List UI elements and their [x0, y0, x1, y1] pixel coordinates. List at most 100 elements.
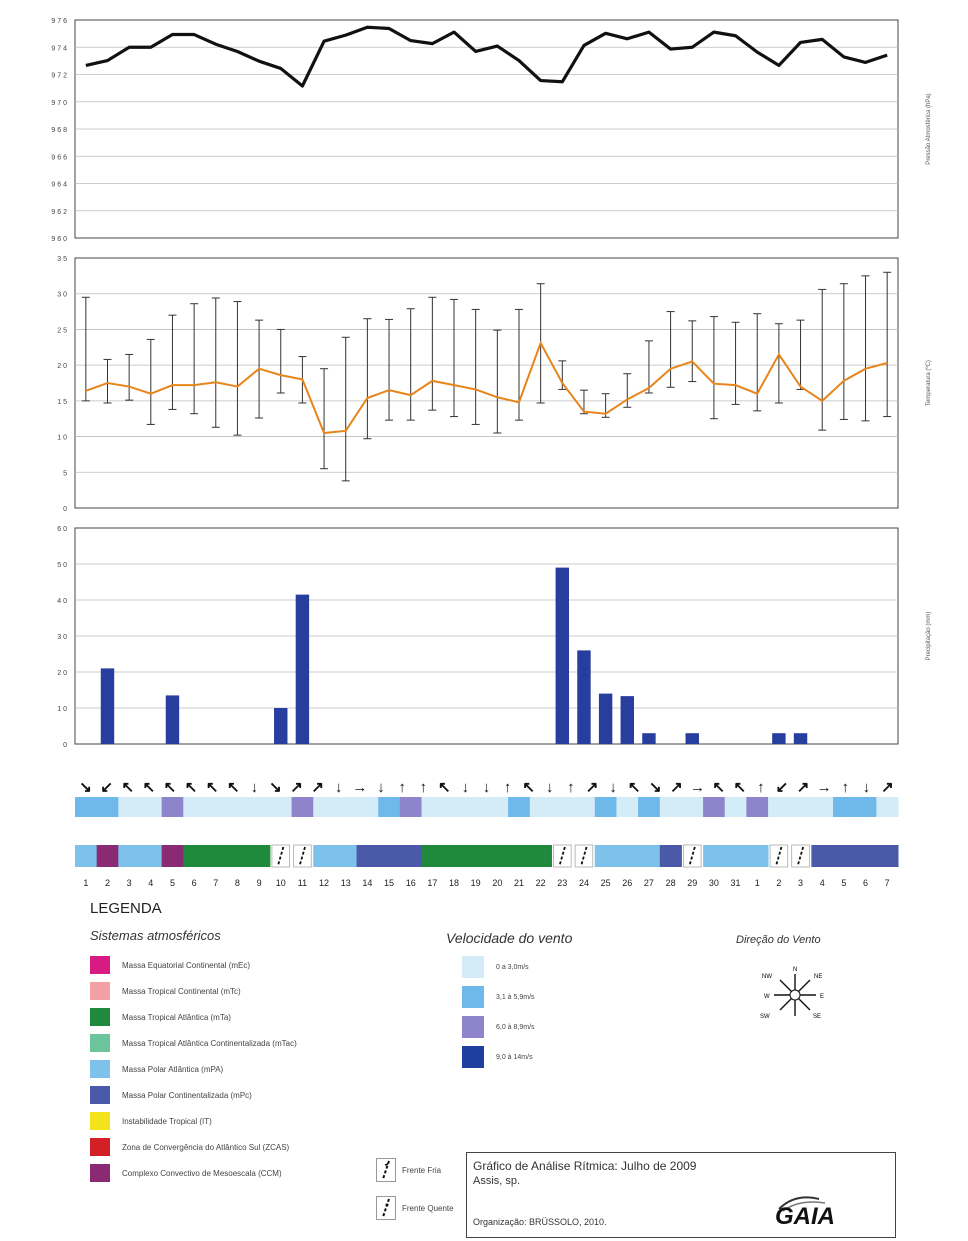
- system-cell: [464, 845, 487, 867]
- system-legend-item: Massa Tropical Atlântica Continentalizad…: [90, 1034, 297, 1052]
- wind-speed-cell: [854, 797, 877, 817]
- day-label: 25: [601, 878, 611, 888]
- wind-speed-label: 3,1 à 5,9m/s: [496, 993, 535, 1001]
- wind-speed-cell: [616, 797, 639, 817]
- system-cell: [746, 845, 769, 867]
- day-label: 31: [731, 878, 741, 888]
- info-box: Gráfico de Análise Rítmica: Julho de 200…: [466, 1152, 896, 1238]
- wind-speed-cell: [399, 797, 423, 817]
- cold-front-icon: [797, 846, 805, 866]
- systems-row: [75, 844, 899, 868]
- wind-speed-cell: [118, 797, 141, 817]
- system-cell: [616, 845, 639, 867]
- cold-front-legend: Frente Fria: [376, 1158, 441, 1182]
- wind-speed-cell: [291, 797, 314, 817]
- rhythmic-analysis-chart: 9 7 69 7 49 7 29 7 09 6 89 6 69 6 49 6 2…: [51, 18, 932, 888]
- day-label: 24: [579, 878, 589, 888]
- system-label: Massa Tropical Atlântica Continentalizad…: [122, 1038, 297, 1048]
- precipitation-tick-label: 3 0: [57, 634, 67, 641]
- wind-speed-cell: [594, 797, 617, 817]
- cold-front-icon: [376, 1158, 396, 1182]
- day-label: 6: [863, 878, 868, 888]
- wind-direction-arrow: ↙: [100, 779, 113, 796]
- system-swatch: [90, 982, 110, 1000]
- wind-speed-cell: [529, 797, 552, 817]
- system-legend-item: Massa Polar Continentalizada (mPc): [90, 1086, 297, 1104]
- day-label: 4: [820, 878, 825, 888]
- day-label: 5: [841, 878, 846, 888]
- wind-direction-arrow: ↓: [546, 779, 554, 796]
- wind-speed-label: 9,0 à 14m/s: [496, 1053, 533, 1061]
- wind-speed-cell: [746, 797, 769, 817]
- precipitation-bar: [577, 650, 591, 744]
- day-label: 26: [622, 878, 632, 888]
- system-label: Zona de Convergência do Atlântico Sul (Z…: [122, 1142, 290, 1152]
- system-cell: [811, 845, 834, 867]
- front-cell: [293, 844, 312, 868]
- cold-front-icon: [277, 846, 285, 866]
- compass-sw-label: SW: [760, 1014, 770, 1020]
- wind-speed-cell: [443, 797, 466, 817]
- compass-e-label: E: [820, 994, 824, 1000]
- wind-speed-cell: [334, 797, 358, 817]
- pressure-line: [85, 25, 888, 88]
- precipitation-bar: [642, 733, 656, 744]
- wind-speed-cell: [161, 797, 184, 817]
- wind-speed-cell: [421, 797, 444, 817]
- precipitation-bar: [685, 733, 699, 744]
- wind-speed-swatch: [462, 1016, 484, 1038]
- gaia-logo-text: GAIA: [775, 1203, 835, 1230]
- system-cell: [161, 845, 184, 867]
- pressure-tick-label: 9 6 8: [51, 127, 67, 134]
- pressure-tick-label: 9 6 2: [51, 209, 67, 216]
- wind-speed-cell: [703, 797, 726, 817]
- wind-direction-arrow: →: [352, 779, 367, 796]
- system-swatch: [90, 1112, 110, 1130]
- wind-direction-arrow: ↗: [881, 779, 894, 796]
- day-label: 11: [298, 878, 307, 888]
- wind-speed-legend-item: 6,0 à 8,9m/s: [462, 1016, 535, 1038]
- wind-direction-arrow: ↘: [79, 779, 92, 796]
- system-label: Massa Polar Continentalizada (mPc): [122, 1090, 252, 1100]
- precipitation-bar: [295, 594, 310, 744]
- wind-direction-arrow: ↑: [567, 779, 575, 796]
- system-cell: [659, 845, 682, 867]
- precipitation-bar: [555, 567, 570, 744]
- systems-legend-title: Sistemas atmosféricos: [90, 928, 221, 943]
- precipitation-tick-label: 5 0: [57, 562, 67, 569]
- pressure-tick-label: 9 6 0: [51, 236, 67, 243]
- day-label: 7: [885, 878, 890, 888]
- precipitation-bar: [100, 668, 115, 744]
- temperature-tick-label: 2 0: [57, 363, 67, 370]
- info-organization: Organização: BRÜSSOLO, 2010.: [473, 1217, 607, 1227]
- wind-speed-cell: [96, 797, 119, 817]
- wind-direction-arrow: ↑: [419, 779, 427, 796]
- day-axis-row: 1 2 3 4 5 6 7 8 9 10 11 12 13 14 15 16 17 18 19 20 21 22 23 24 2…: [83, 878, 889, 888]
- wind-speed-cell: [226, 797, 249, 817]
- compass-nw-label: NW: [762, 974, 772, 980]
- wind-direction-legend-title: Direção do Vento: [736, 934, 821, 946]
- wind-speed-cell: [356, 797, 379, 817]
- system-cell: [529, 845, 552, 867]
- temperature-tick-label: 3 0: [57, 292, 67, 299]
- front-cell: [791, 844, 810, 868]
- wind-speed-swatch: [462, 1046, 484, 1068]
- system-swatch: [90, 1034, 110, 1052]
- system-cell: [248, 845, 271, 867]
- day-label: 30: [709, 878, 719, 888]
- system-label: Massa Equatorial Continental (mEc): [122, 960, 251, 970]
- wind-direction-arrow: ↓: [609, 779, 617, 796]
- wind-direction-arrow: ↓: [335, 779, 343, 796]
- system-cell: [118, 845, 141, 867]
- system-swatch: [90, 1138, 110, 1156]
- day-label: 2: [105, 878, 110, 888]
- wind-direction-arrow: ↖: [227, 779, 240, 796]
- pressure-panel: 9 7 6 9 7 4 9 7 2 9 7 0 9 6 8 9 6 6 9 6 4 9 6 2…: [51, 18, 932, 243]
- wind-direction-arrow: ↑: [398, 779, 406, 796]
- day-label: 19: [471, 878, 481, 888]
- wind-speed-legend-item: 0 a 3,0m/s: [462, 956, 535, 978]
- temperature-frame: [74, 257, 899, 509]
- system-cell: [833, 845, 856, 867]
- wind-speed-label: 0 a 3,0m/s: [496, 963, 529, 971]
- cold-front-label: Frente Fria: [402, 1165, 442, 1175]
